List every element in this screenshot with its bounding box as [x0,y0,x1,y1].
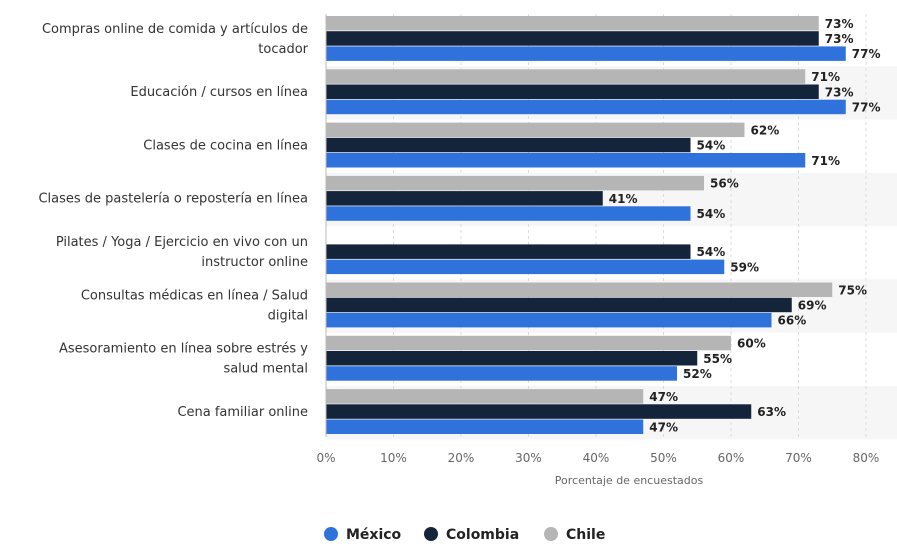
x-tick-label: 70% [785,451,812,465]
data-label: 71% [811,154,840,168]
x-tick-label: 30% [515,451,542,465]
data-label: 47% [649,390,678,404]
bar-mxico[interactable] [326,419,644,435]
data-label: 75% [838,283,867,297]
bar-mxico[interactable] [326,153,806,168]
data-label: 56% [710,177,739,191]
bar-chile[interactable] [326,16,819,31]
category-label: Consultas médicas en línea / Salud [81,288,308,303]
legend-label[interactable]: Chile [566,527,605,543]
x-tick-label: 40% [583,451,610,465]
category-label: Clases de cocina en línea [143,138,308,153]
category-label: digital [268,308,308,323]
x-tick-label: 20% [448,451,475,465]
data-label: 41% [609,192,638,206]
bar-mxico[interactable] [326,259,725,275]
category-label: Educación / cursos en línea [130,85,308,100]
category-label: salud mental [223,362,308,377]
data-label: 60% [737,337,766,351]
data-label: 69% [798,298,827,312]
bar-mxico[interactable] [326,99,846,115]
bar-colombia[interactable] [326,297,792,313]
data-label: 77% [852,47,881,61]
x-tick-label: 10% [380,451,407,465]
category-label: Cena familiar online [177,405,308,420]
bar-colombia[interactable] [326,244,691,259]
legend-marker[interactable] [544,527,558,541]
data-label: 77% [852,100,881,114]
data-label: 54% [697,245,726,259]
bar-colombia[interactable] [326,84,819,100]
x-tick-label: 0% [316,451,335,465]
data-label: 73% [825,17,854,31]
data-label: 73% [825,85,854,99]
bar-chile[interactable] [326,282,833,298]
bar-colombia[interactable] [326,351,698,366]
category-label: instructor online [201,255,308,270]
category-label: Compras online de comida y artículos de [42,22,308,37]
bar-mxico[interactable] [326,312,772,328]
bar-colombia[interactable] [326,137,691,153]
bar-mxico[interactable] [326,366,677,381]
category-label: Clases de pastelería o repostería en lín… [38,192,308,207]
bar-colombia[interactable] [326,404,752,419]
bar-chile[interactable] [326,389,644,404]
category-label: tocador [258,42,308,57]
x-tick-label: 50% [650,451,677,465]
data-label: 66% [778,314,807,328]
category-label: Asesoramiento en línea sobre estrés y [59,342,308,357]
bar-chile[interactable] [326,335,731,351]
bar-mxico[interactable] [326,46,846,61]
legend-label[interactable]: México [346,527,402,543]
data-label: 63% [757,405,786,419]
x-tick-label: 60% [718,451,745,465]
data-label: 59% [730,260,759,274]
data-label: 47% [649,420,678,434]
category-label: Pilates / Yoga / Ejercicio en vivo con u… [56,235,308,250]
data-label: 73% [825,32,854,46]
x-axis-title: Porcentaje de encuestados [555,474,704,487]
bar-chile[interactable] [326,122,745,138]
legend-marker[interactable] [324,527,338,541]
data-label: 62% [751,123,780,137]
data-label: 52% [683,367,712,381]
bar-colombia[interactable] [326,31,819,46]
data-label: 71% [811,70,840,84]
bar-colombia[interactable] [326,191,603,206]
legend-label[interactable]: Colombia [446,527,519,543]
data-label: 55% [703,352,732,366]
bar-chile[interactable] [326,175,704,191]
data-label: 54% [697,139,726,153]
bar-mxico[interactable] [326,206,691,221]
data-label: 54% [697,207,726,221]
legend-marker[interactable] [424,527,438,541]
bar-chile[interactable] [326,69,806,84]
x-tick-label: 80% [853,451,880,465]
